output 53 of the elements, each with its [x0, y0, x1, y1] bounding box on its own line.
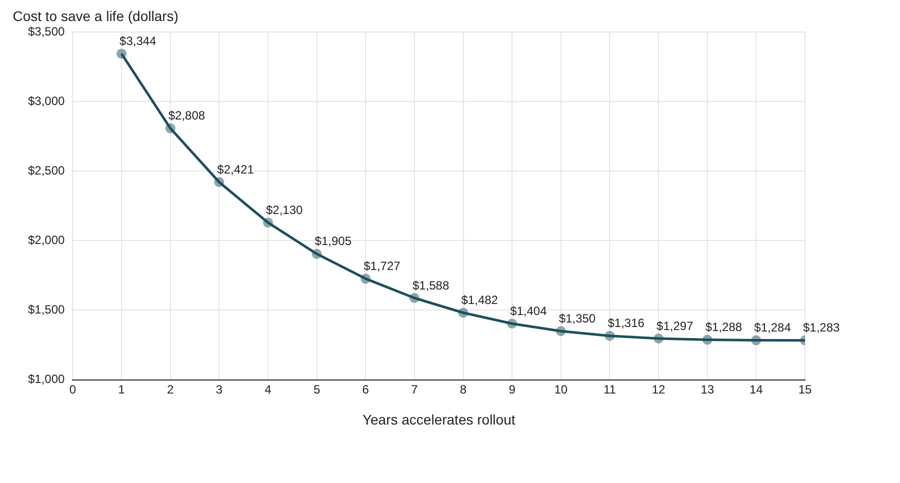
x-tick-label: 6	[362, 382, 370, 396]
y-tick-label: $2,500	[28, 163, 66, 178]
point	[556, 326, 566, 336]
point	[702, 334, 712, 345]
point	[458, 308, 468, 318]
point	[604, 330, 615, 341]
data-label: $1,350	[558, 311, 596, 326]
data-label: $1,482	[461, 293, 498, 308]
y-tick-label: $2,000	[28, 232, 66, 247]
point	[165, 123, 176, 134]
x-tick-label: 14	[750, 382, 764, 396]
x-tick-label: 12	[652, 382, 666, 396]
x-tick-label: 11	[603, 382, 616, 396]
y-tick-label: $3,500	[28, 24, 66, 38]
data-label: $1,588	[412, 278, 450, 292]
x-tick-label: 7	[411, 382, 418, 396]
y-tick-label: $1,000	[28, 372, 66, 386]
x-tick-label: 8	[460, 382, 467, 396]
x-tick-label: 5	[313, 382, 320, 396]
point	[214, 177, 224, 188]
point	[360, 274, 371, 284]
data-label: $1,288	[705, 320, 742, 334]
point	[312, 248, 322, 259]
data-label: $1,297	[656, 318, 694, 333]
x-axis-title: Years accelerates rollout	[362, 411, 516, 428]
data-label: $1,727	[364, 258, 401, 273]
x-tick-label: 9	[508, 382, 516, 396]
point	[507, 318, 518, 329]
data-label: $3,344	[120, 34, 157, 48]
data-label: $1,316	[608, 316, 645, 330]
y-tick-label: $3,000	[28, 94, 66, 108]
x-tick-label: 3	[216, 382, 223, 396]
point	[409, 293, 420, 303]
point	[751, 335, 762, 346]
data-label: $2,130	[266, 202, 304, 217]
point	[262, 218, 273, 228]
x-tick-label: 4	[264, 382, 272, 396]
data-label: $1,284	[754, 320, 792, 335]
data-label: $1,404	[510, 304, 548, 318]
x-tick-label: 13	[700, 382, 714, 396]
data-label: $1,905	[314, 234, 352, 248]
x-tick-label: 0	[69, 382, 76, 396]
x-tick-label: 1	[118, 382, 126, 396]
data-label: $1,283	[803, 320, 840, 335]
point	[116, 48, 127, 59]
y-tick-label: $1,500	[28, 302, 66, 317]
y-axis-title: Cost to save a life (dollars)	[12, 8, 178, 24]
x-tick-label: 2	[167, 382, 174, 396]
data-label: $2,421	[217, 162, 254, 176]
x-tick-label: 10	[554, 382, 568, 396]
data-label: $2,808	[168, 108, 206, 123]
x-tick-label: 15	[798, 382, 812, 396]
point	[654, 333, 664, 344]
